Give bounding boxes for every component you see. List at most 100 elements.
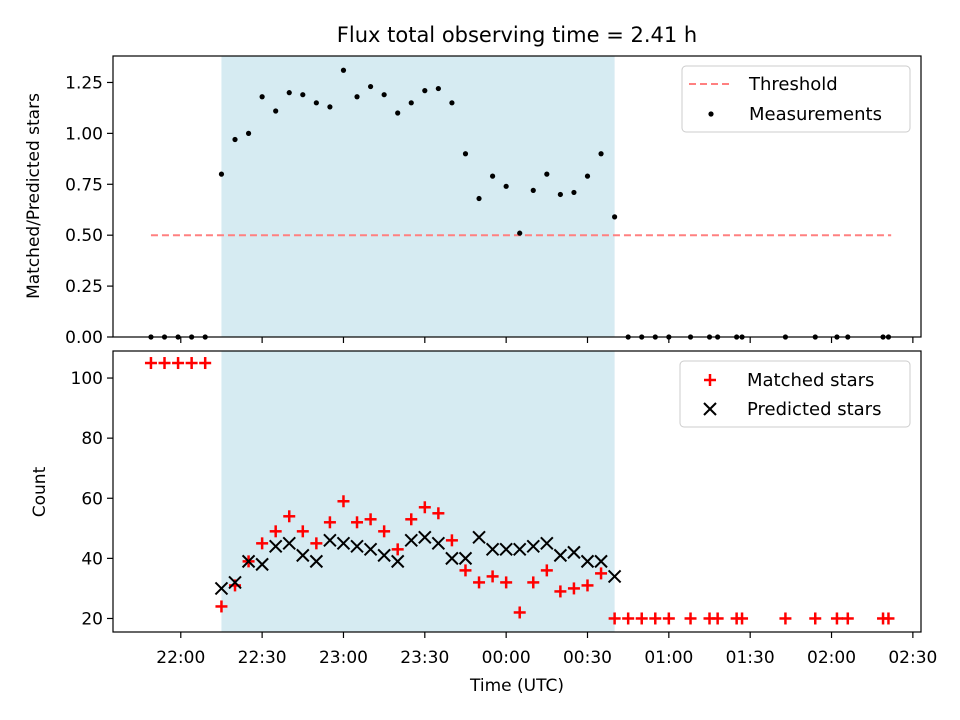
matched-star-point: [711, 612, 724, 625]
matched-star-point: [736, 612, 749, 625]
bottom-x-axis-label: Time (UTC): [469, 676, 564, 696]
figure-title: Flux total observing time = 2.41 h: [337, 23, 697, 47]
matched-star-point: [269, 525, 282, 538]
measurement-point: [381, 92, 387, 98]
predicted-star-point: [594, 554, 608, 569]
measurement-point: [571, 189, 577, 196]
bottom-y-tick-label: 100: [71, 369, 103, 389]
matched-star-point: [540, 564, 553, 577]
measurement-point: [422, 88, 428, 94]
measurement-point: [557, 191, 563, 198]
predicted-star-point: [363, 542, 378, 557]
top-plot-frame: [112, 55, 922, 338]
bottom-y-axis-label: Count: [30, 466, 50, 517]
matched-star-point: [649, 612, 662, 625]
measurement-point: [462, 151, 469, 157]
bottom-panel: 20 40 60 80 100 22:00 22:30 23:00 23:30 00:00 00:…: [30, 350, 937, 696]
measurement-point: [449, 100, 455, 106]
matched-star-point: [172, 357, 185, 370]
matched-star-point: [351, 516, 364, 529]
predicted-stars-series: [214, 530, 622, 596]
predicted-star-point: [513, 542, 527, 557]
predicted-star-point: [431, 536, 446, 551]
predicted-legend-swatch: [703, 402, 717, 416]
matched-star-point: [830, 612, 843, 625]
top-y-axis-label: Matched/Predicted stars: [24, 93, 44, 299]
measurement-point: [435, 85, 441, 92]
matched-star-point: [635, 612, 648, 625]
matched-star-point: [378, 525, 391, 538]
predicted-star-point: [553, 548, 568, 563]
matched-star-point: [199, 357, 212, 370]
matched-star-point: [323, 516, 336, 529]
bottom-x-tick-label: 00:00: [482, 648, 531, 668]
bottom-y-tick-label: 40: [81, 549, 103, 569]
bottom-y-tick-label: 20: [81, 609, 103, 629]
predicted-star-point: [309, 554, 324, 569]
matched-star-point: [432, 507, 445, 520]
predicted-star-point: [268, 539, 283, 554]
bottom-y-axis: 20 40 60 80 100: [71, 369, 113, 629]
matched-star-point: [554, 585, 567, 598]
top-y-tick-label: 1.25: [65, 73, 103, 93]
predicted-star-point: [526, 539, 540, 554]
matched-star-point: [473, 576, 486, 589]
measurement-point: [489, 173, 496, 179]
matched-star-point: [418, 501, 431, 514]
predicted-star-point: [445, 551, 459, 566]
matched-star-point: [662, 612, 675, 625]
bottom-legend: Matched stars Predicted stars: [679, 360, 911, 428]
bottom-x-tick-label: 22:30: [238, 648, 287, 668]
matched-star-point: [779, 612, 792, 625]
matched-star-point: [527, 576, 540, 589]
matched-legend-swatch: [704, 374, 716, 386]
top-legend: Threshold Measurements: [681, 65, 911, 133]
measurement-point: [313, 100, 319, 106]
matched-star-point: [337, 495, 350, 508]
top-observing-window: [221, 56, 615, 337]
top-y-tick-label: 1.00: [65, 124, 103, 144]
predicted-star-point: [540, 536, 554, 551]
predicted-star-point: [485, 542, 500, 557]
predicted-star-point: [323, 533, 337, 548]
predicted-star-point: [350, 539, 364, 554]
predicted-star-point: [567, 545, 581, 560]
bottom-x-tick-label: 02:30: [888, 648, 937, 668]
predicted-star-point: [296, 548, 310, 563]
measurement-point: [544, 171, 550, 177]
predicted-star-point: [499, 542, 513, 557]
bottom-x-tick-label: 01:30: [726, 648, 775, 668]
predicted-star-point: [214, 581, 229, 596]
measurement-point: [395, 110, 401, 116]
measurement-point: [218, 171, 225, 177]
matched-star-point: [215, 600, 228, 613]
predicted-star-point: [255, 557, 269, 572]
bottom-observing-window: [221, 351, 615, 632]
top-y-axis: 0.00 0.25 0.50 0.75 1.00 1.25: [65, 73, 113, 348]
measurement-point: [367, 83, 374, 90]
bottom-x-tick-label: 23:30: [400, 648, 449, 668]
matched-star-point: [809, 612, 822, 625]
measurement-point: [612, 214, 618, 220]
measurement-point: [340, 67, 347, 73]
matched-star-point: [622, 612, 635, 625]
measurement-point: [517, 230, 523, 236]
predicted-star-point: [282, 536, 296, 551]
predicted-star-point: [418, 530, 432, 545]
top-legend-box: [681, 65, 911, 133]
measurement-point: [273, 108, 279, 114]
matched-star-point: [459, 564, 472, 577]
predicted-star-point: [458, 551, 473, 566]
matched-star-point: [445, 534, 458, 547]
predicted-star-point: [377, 548, 391, 563]
measurement-point: [300, 92, 306, 98]
predicted-star-point: [607, 569, 622, 584]
matched-star-point: [595, 567, 608, 580]
top-x-axis: [180, 337, 914, 343]
matched-star-point: [391, 543, 404, 556]
predicted-star-point: [228, 575, 242, 590]
matched-legend-label: Matched stars: [747, 370, 874, 391]
predicted-star-point: [580, 554, 595, 569]
matched-star-point: [158, 357, 171, 370]
bottom-x-tick-label: 02:00: [807, 648, 856, 668]
